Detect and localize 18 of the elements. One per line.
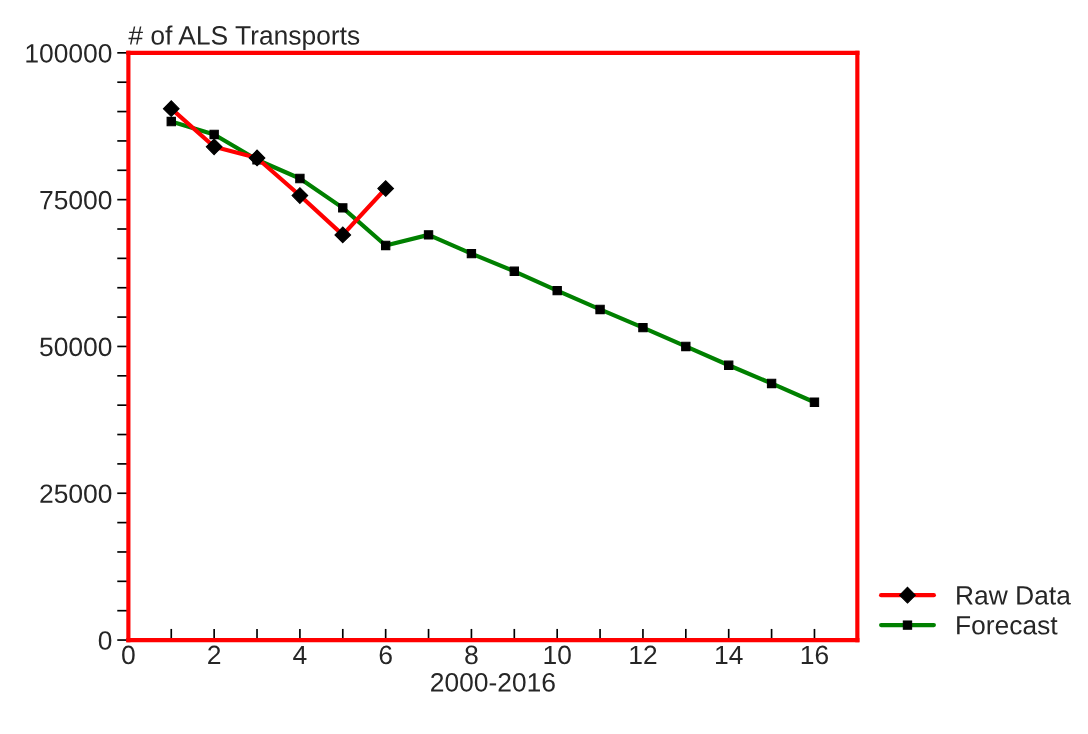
y-tick-label: 75000 bbox=[40, 190, 112, 210]
y-tick-label: 25000 bbox=[40, 484, 112, 504]
x-tick-label: 8 bbox=[465, 645, 478, 665]
x-tick-label: 2 bbox=[208, 645, 221, 665]
x-axis-title: 2000-2016 bbox=[431, 672, 555, 692]
x-tick-label: 12 bbox=[630, 645, 657, 665]
y-axis-title: # of ALS Transports bbox=[128, 25, 360, 50]
x-tick-label: 16 bbox=[801, 645, 828, 665]
y-tick-label: 50000 bbox=[40, 337, 112, 357]
x-tick-label: 0 bbox=[122, 645, 135, 665]
legend-label: Raw Data bbox=[957, 586, 1071, 605]
x-tick-label: 10 bbox=[544, 645, 571, 665]
y-tick-label: 0 bbox=[98, 631, 112, 650]
x-tick-label: 4 bbox=[293, 645, 307, 665]
y-tick-label: 100000 bbox=[26, 43, 112, 63]
x-tick-label: 14 bbox=[716, 645, 743, 665]
x-tick-label: 6 bbox=[379, 645, 392, 665]
legend-label: Forecast bbox=[957, 616, 1058, 635]
